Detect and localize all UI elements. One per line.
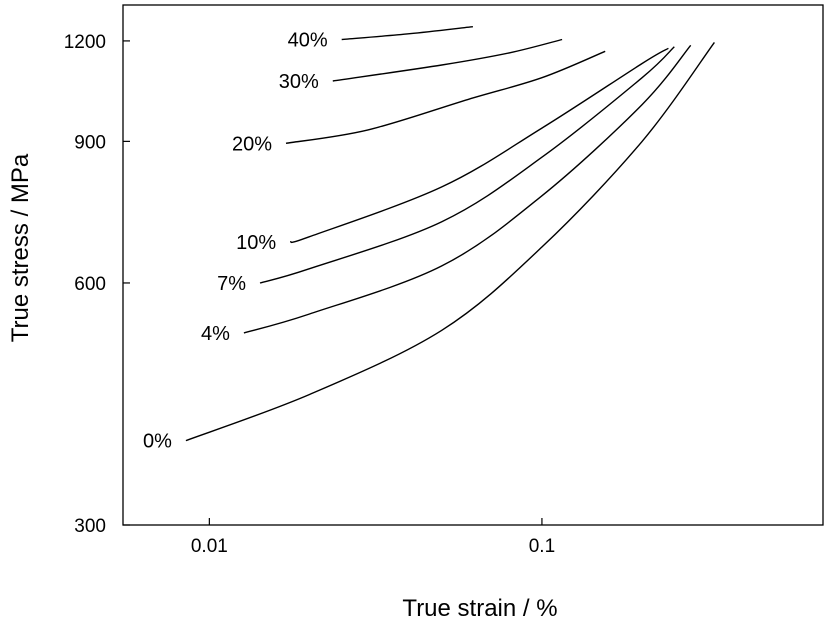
series-label-10pct: 10% (236, 232, 276, 254)
x-tick-label: 0.1 (529, 536, 555, 557)
x-axis-title: True strain / % (402, 595, 557, 622)
series-label-40pct: 40% (288, 29, 328, 51)
series-line-20pct (285, 50, 606, 144)
series-label-0pct: 0% (143, 431, 172, 453)
series-line-7pct (259, 46, 675, 284)
series-label-20pct: 20% (232, 133, 272, 155)
y-tick-label: 300 (74, 516, 106, 537)
x-tick-label: 0.01 (191, 536, 228, 557)
y-tick-label: 900 (74, 132, 106, 153)
y-tick-label: 1200 (64, 32, 106, 53)
plot-frame (122, 4, 824, 526)
series-line-30pct (332, 38, 563, 82)
axis-ticks: 0.01 0.1 300 600 900 1200 (64, 32, 555, 557)
series-labels: 0% 4% 7% 10% 20% 30% 40% (143, 29, 328, 452)
y-tick-label: 600 (74, 274, 106, 295)
series-label-4pct: 4% (201, 323, 230, 345)
y-axis-title: True stress / MPa (7, 153, 34, 342)
series-lines (185, 26, 715, 442)
series-line-0pct (185, 41, 715, 442)
series-line-4pct (243, 44, 692, 334)
series-label-30pct: 30% (279, 71, 319, 93)
series-line-40pct (341, 26, 473, 41)
series-line-10pct (290, 47, 669, 244)
series-label-7pct: 7% (217, 273, 246, 295)
